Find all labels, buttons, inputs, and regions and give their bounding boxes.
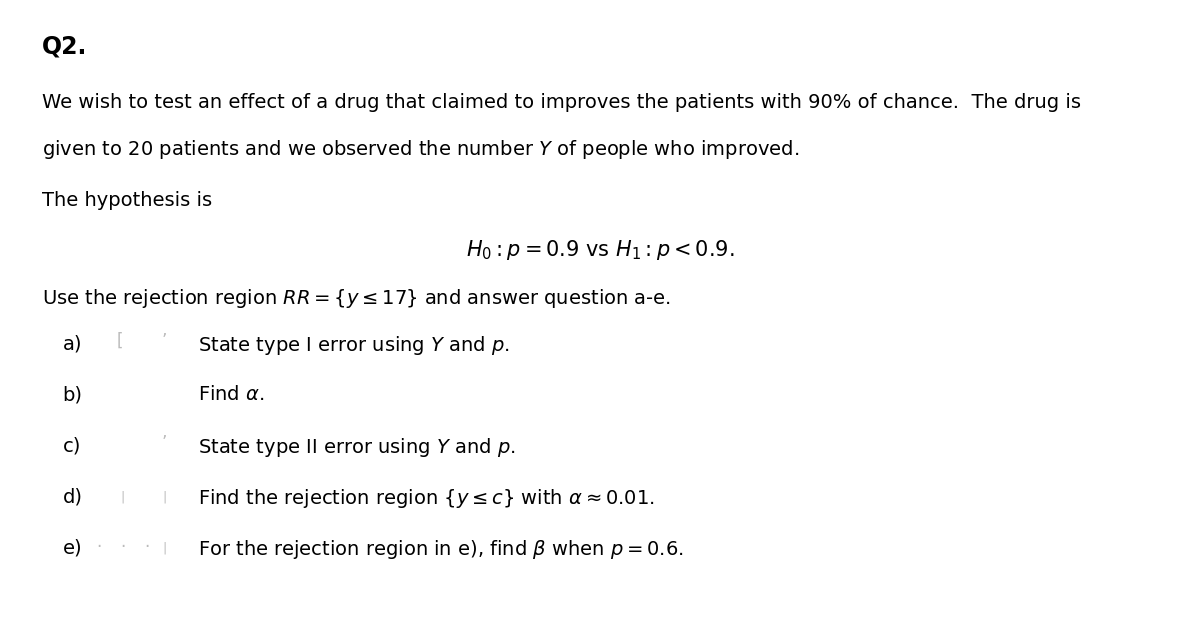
- Text: [: [: [116, 332, 122, 350]
- Text: Find the rejection region $\{y \leq c\}$ with $\alpha \approx 0.01$.: Find the rejection region $\{y \leq c\}$…: [198, 487, 655, 510]
- Text: e): e): [62, 538, 82, 557]
- Text: We wish to test an effect of a drug that claimed to improves the patients with 9: We wish to test an effect of a drug that…: [42, 93, 1081, 113]
- Text: $H_0 : p = 0.9$ vs $H_1 : p < 0.9.$: $H_0 : p = 0.9$ vs $H_1 : p < 0.9.$: [466, 238, 734, 262]
- Text: d): d): [62, 487, 83, 506]
- Text: ’: ’: [162, 332, 167, 350]
- Text: |: |: [162, 490, 167, 503]
- Text: given to 20 patients and we observed the number $Y$ of people who improved.: given to 20 patients and we observed the…: [42, 138, 799, 161]
- Text: ·: ·: [144, 538, 149, 556]
- Text: State type II error using $Y$ and $p$.: State type II error using $Y$ and $p$.: [198, 436, 516, 459]
- Text: State type I error using $Y$ and $p$.: State type I error using $Y$ and $p$.: [198, 334, 510, 357]
- Text: |: |: [162, 541, 167, 554]
- Text: For the rejection region in e), find $\beta$ when $p = 0.6$.: For the rejection region in e), find $\b…: [198, 538, 684, 561]
- Text: b): b): [62, 385, 83, 404]
- Text: The hypothesis is: The hypothesis is: [42, 191, 212, 210]
- Text: Use the rejection region $\mathit{RR} = \{y \leq 17\}$ and answer question a-e.: Use the rejection region $\mathit{RR} = …: [42, 287, 671, 310]
- Text: Find $\alpha$.: Find $\alpha$.: [198, 385, 264, 404]
- Text: ·: ·: [96, 538, 101, 556]
- Text: ·: ·: [120, 538, 125, 556]
- Text: c): c): [62, 436, 80, 455]
- Text: |: |: [120, 490, 125, 503]
- Text: a): a): [62, 334, 82, 353]
- Text: ’: ’: [162, 434, 167, 452]
- Text: Q2.: Q2.: [42, 34, 88, 58]
